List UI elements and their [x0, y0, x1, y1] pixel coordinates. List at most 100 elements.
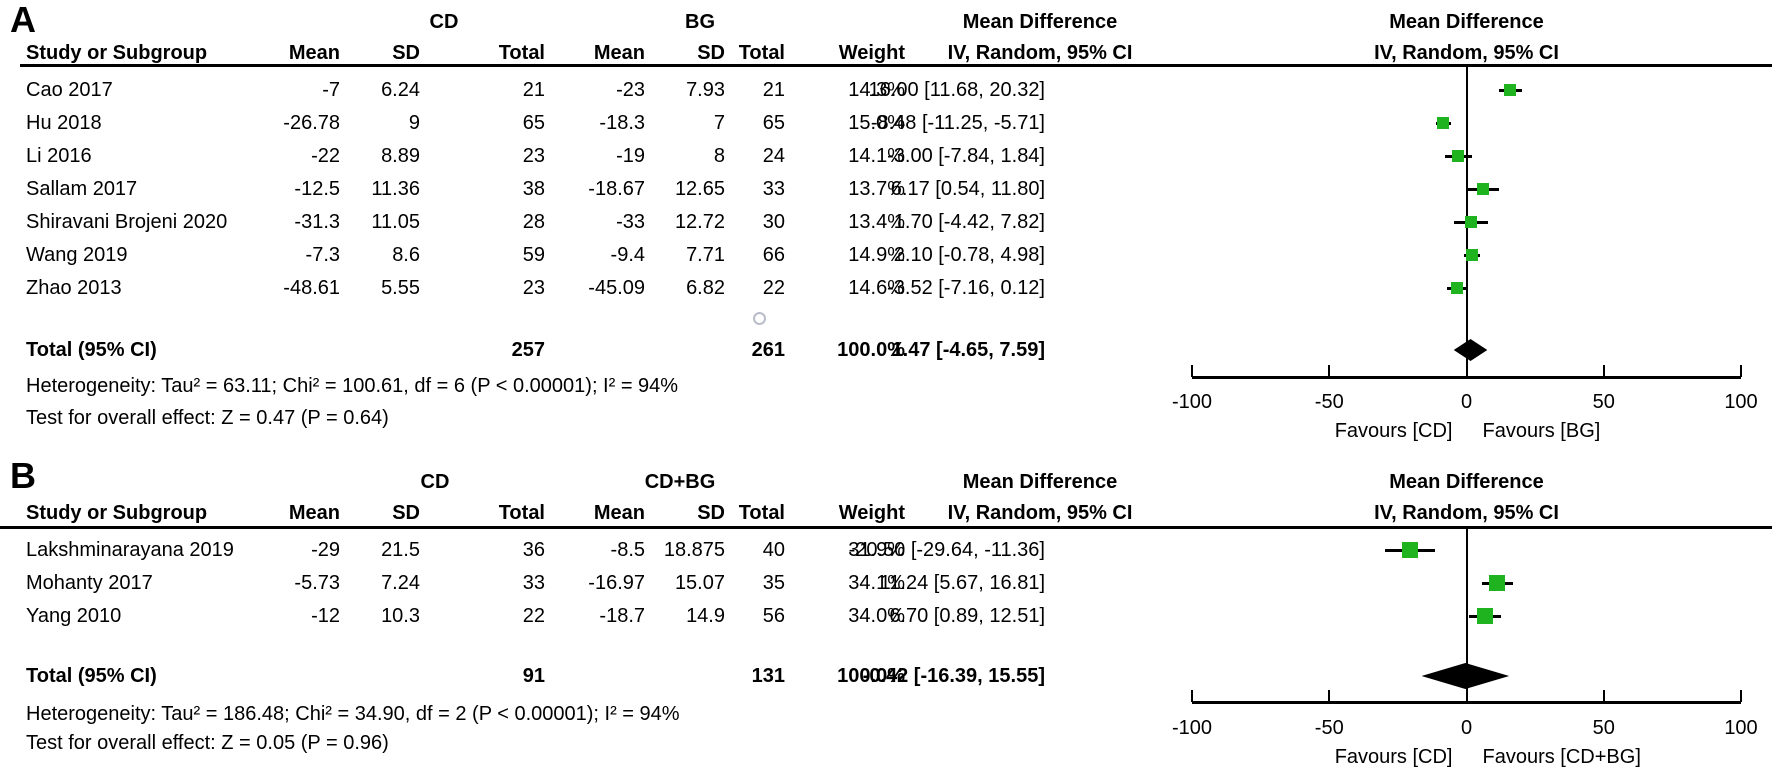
ci-text: -3.00 [-7.84, 1.84] [887, 145, 1045, 167]
plot-effect-header-line2: IV, Random, 95% CI [1374, 502, 1559, 524]
pooled-diamond [1453, 339, 1488, 361]
study-name: Yang 2010 [26, 605, 122, 627]
mean2-value: -18.67 [588, 178, 645, 200]
total-label: Total (95% CI) [26, 665, 157, 687]
table-effect-header-line2: IV, Random, 95% CI [947, 502, 1133, 524]
group2-header: CD+BG [644, 471, 716, 493]
total2-value: 24 [762, 145, 785, 167]
plot-effect-header-line1: Mean Difference [1389, 11, 1544, 33]
effect-marker [1465, 216, 1478, 228]
total1-value: 23 [522, 145, 545, 167]
sd1-value: 11.05 [371, 211, 420, 233]
total1-value: 65 [522, 112, 545, 134]
weight-value: 14.6% [848, 277, 905, 299]
axis-tick-label: 0 [1460, 717, 1473, 739]
axis-tick-label: -50 [1314, 717, 1344, 739]
group1-header: CD [420, 471, 450, 493]
axis-tick-label: -50 [1314, 391, 1344, 413]
sd1-value: 11.36 [371, 178, 420, 200]
study-column-header: Study or Subgroup [26, 502, 208, 524]
study-name: Hu 2018 [26, 112, 102, 134]
panel-a-label: A [10, 0, 36, 40]
sd1-value: 7.24 [381, 572, 420, 594]
effect-marker [1452, 150, 1465, 162]
header-rule [20, 64, 1772, 67]
total2-value: 21 [762, 79, 785, 101]
header-rule [0, 526, 1772, 529]
column-header: SD [697, 42, 725, 64]
mean1-value: -29 [311, 539, 340, 561]
favours-left-label: Favours [CD] [1334, 746, 1453, 768]
mean2-value: -16.97 [588, 572, 645, 594]
mean2-value: -18.7 [599, 605, 645, 627]
weight-value: 34.1% [848, 572, 905, 594]
table-effect-header-line2: IV, Random, 95% CI [947, 42, 1133, 64]
ci-text: 16.00 [11.68, 20.32] [868, 79, 1045, 101]
axis-tick [1465, 690, 1468, 702]
sd2-value: 7 [713, 112, 725, 134]
total-weight: 100.0% [837, 339, 905, 361]
study-name: Zhao 2013 [26, 277, 122, 299]
pooled-diamond [1421, 663, 1510, 689]
mean2-value: -23 [616, 79, 645, 101]
table-effect-header-line1: Mean Difference [962, 471, 1118, 493]
mean1-value: -26.78 [283, 112, 340, 134]
overall-effect-text: Test for overall effect: Z = 0.47 (P = 0… [26, 407, 389, 429]
zero-line [1465, 529, 1468, 703]
axis-tick [1602, 365, 1605, 377]
mean1-value: -31.3 [294, 211, 340, 233]
sd1-value: 8.89 [381, 145, 420, 167]
column-header: Total [738, 42, 785, 64]
sd2-value: 7.71 [686, 244, 725, 266]
total-ci-text: -0.42 [-16.39, 15.55] [862, 665, 1045, 687]
axis-tick [1191, 365, 1193, 377]
weight-value: 14.1% [848, 145, 905, 167]
sd1-value: 21.5 [381, 539, 420, 561]
mean1-value: -7 [322, 79, 340, 101]
axis-tick-label: 50 [1592, 717, 1615, 739]
axis-tick-label: 100 [1724, 391, 1758, 413]
study-name: Li 2016 [26, 145, 92, 167]
total2-value: 22 [762, 277, 785, 299]
total2-value: 30 [762, 211, 785, 233]
mean1-value: -22 [311, 145, 340, 167]
column-header: Total [498, 42, 545, 64]
total-n2: 261 [751, 339, 785, 361]
total1-value: 33 [522, 572, 545, 594]
effect-marker [1504, 84, 1517, 96]
x-axis-line [1192, 701, 1741, 704]
ci-text: -8.48 [-11.25, -5.71] [870, 112, 1045, 134]
total-n1: 257 [511, 339, 545, 361]
sd2-value: 15.07 [674, 572, 725, 594]
total1-value: 22 [522, 605, 545, 627]
weight-value: 14.9% [848, 244, 905, 266]
total-weight: 100.0% [837, 665, 905, 687]
axis-tick [1602, 690, 1605, 702]
group2-header: BG [685, 11, 715, 33]
axis-tick [1740, 365, 1742, 377]
column-header: Mean [288, 502, 340, 524]
axis-tick [1740, 690, 1742, 702]
column-header: SD [392, 42, 420, 64]
total-ci-text: 1.47 [-4.65, 7.59] [891, 339, 1045, 361]
plot-effect-header-line2: IV, Random, 95% CI [1374, 42, 1559, 64]
sd2-value: 12.72 [674, 211, 725, 233]
weight-value: 13.7% [848, 178, 905, 200]
column-header: Weight [838, 502, 905, 524]
mean1-value: -12 [311, 605, 340, 627]
mean1-value: -12.5 [294, 178, 340, 200]
ci-text: 1.70 [-4.42, 7.82] [893, 211, 1045, 233]
column-header: Total [498, 502, 545, 524]
column-header: Mean [593, 42, 645, 64]
study-name: Cao 2017 [26, 79, 113, 101]
total-label: Total (95% CI) [26, 339, 157, 361]
table-effect-header-line1: Mean Difference [962, 11, 1118, 33]
plot-effect-header-line1: Mean Difference [1389, 471, 1544, 493]
weight-value: 14.3% [848, 79, 905, 101]
total2-value: 40 [762, 539, 785, 561]
total1-value: 38 [522, 178, 545, 200]
axis-tick-label: 50 [1592, 391, 1615, 413]
total2-value: 35 [762, 572, 785, 594]
favours-left-label: Favours [CD] [1334, 420, 1453, 442]
sd2-value: 8 [713, 145, 725, 167]
